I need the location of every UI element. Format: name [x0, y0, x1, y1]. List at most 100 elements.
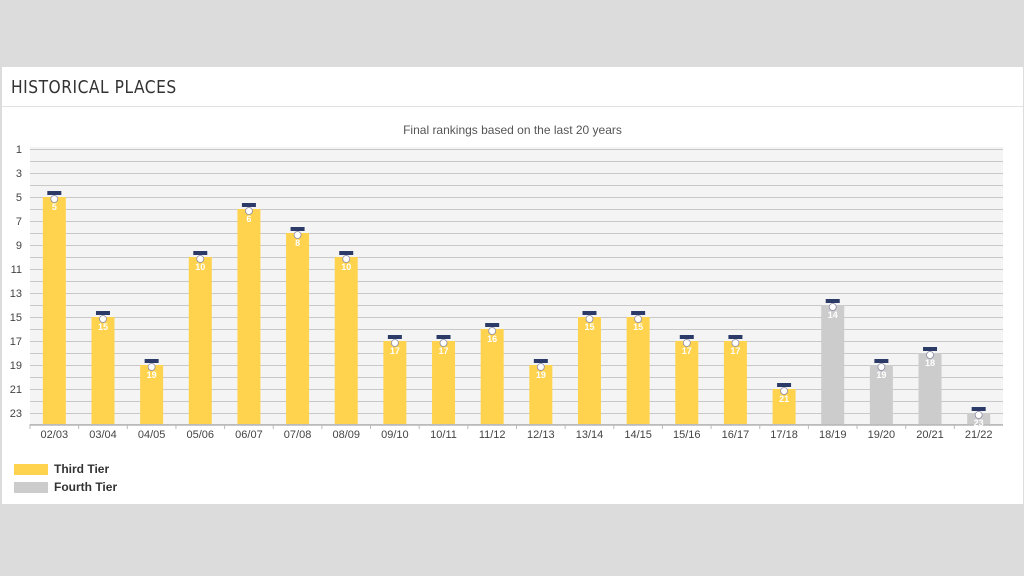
historical-places-panel: HISTORICAL PLACES Final rankings based o… [2, 67, 1023, 504]
bar-value-label: 10 [195, 262, 205, 272]
x-tick-label: 05/06 [187, 429, 215, 441]
bar-value-label: 17 [439, 346, 449, 356]
plot-area [30, 147, 1003, 424]
chart-legend: Third Tier Fourth Tier [14, 460, 117, 496]
league-badge-icon [436, 335, 451, 347]
league-badge-icon [923, 347, 938, 359]
bar-value-label: 15 [98, 322, 108, 332]
x-tick-label: 06/07 [235, 429, 263, 441]
bar-value-label: 23 [974, 418, 984, 428]
bar-value-label: 6 [246, 214, 251, 224]
x-tick-label: 10/11 [430, 429, 457, 441]
y-tick-label: 19 [10, 360, 22, 372]
bar-value-label: 17 [682, 346, 692, 356]
x-tick-label: 15/16 [673, 429, 701, 441]
bar-value-label: 19 [536, 370, 546, 380]
legend-item-fourth-tier[interactable]: Fourth Tier [14, 478, 117, 496]
bar-value-label: 14 [828, 310, 838, 320]
league-badge-icon [971, 407, 986, 419]
panel-title: HISTORICAL PLACES [11, 77, 177, 98]
bar-06-07 [237, 209, 261, 424]
bar-18-19 [821, 305, 845, 424]
bar-value-label: 21 [779, 394, 789, 404]
bar-05-06 [188, 257, 212, 424]
x-tick-label: 11/12 [479, 429, 506, 441]
x-tick-label: 20/21 [916, 429, 944, 441]
bar-13-14 [577, 317, 601, 424]
league-badge-icon [485, 323, 500, 335]
bar-16-17 [723, 341, 747, 424]
league-badge-icon [582, 311, 597, 323]
chart-title: Final rankings based on the last 20 year… [403, 123, 622, 137]
legend-swatch-third-tier [14, 463, 48, 475]
bar-value-label: 15 [584, 322, 594, 332]
bar-value-label: 18 [925, 358, 935, 368]
bar-12-13 [529, 365, 553, 424]
x-tick-label: 13/14 [576, 429, 604, 441]
bar-14-15 [626, 317, 650, 424]
bar-19-20 [869, 365, 893, 424]
league-badge-icon [825, 299, 840, 311]
y-tick-label: 9 [16, 240, 22, 252]
rankings-bar-chart: 1357911131517192123502/031503/041904/051… [10, 144, 1003, 441]
bar-08-09 [334, 257, 358, 424]
y-tick-label: 11 [11, 264, 22, 276]
bar-03-04 [91, 317, 115, 424]
bar-09-10 [383, 341, 407, 424]
x-tick-label: 02/03 [41, 429, 69, 441]
bar-07-08 [286, 233, 310, 424]
y-tick-label: 15 [10, 312, 22, 324]
y-tick-label: 5 [16, 192, 22, 204]
league-badge-icon [728, 335, 743, 347]
x-tick-label: 17/18 [770, 429, 798, 441]
x-tick-label: 19/20 [868, 429, 896, 441]
league-badge-icon [47, 191, 62, 203]
league-badge-icon [533, 359, 548, 371]
league-badge-icon [144, 359, 159, 371]
y-tick-label: 13 [10, 288, 22, 300]
bar-02-03 [42, 197, 66, 424]
x-tick-label: 18/19 [819, 429, 847, 441]
bar-11-12 [480, 329, 504, 424]
legend-label-third-tier: Third Tier [54, 462, 110, 476]
bar-value-label: 8 [295, 238, 300, 248]
x-tick-label: 08/09 [332, 429, 360, 441]
bar-10-11 [432, 341, 456, 424]
bar-value-label: 19 [147, 370, 157, 380]
league-badge-icon [777, 383, 792, 395]
bar-15-16 [675, 341, 699, 424]
bar-value-label: 16 [487, 334, 497, 344]
league-badge-icon [631, 311, 646, 323]
bar-04-05 [140, 365, 164, 424]
league-badge-icon [193, 251, 208, 263]
panel-header: HISTORICAL PLACES [2, 67, 1023, 107]
y-tick-label: 17 [10, 336, 22, 348]
bar-value-label: 17 [390, 346, 400, 356]
x-tick-label: 21/22 [965, 429, 993, 441]
league-badge-icon [874, 359, 889, 371]
x-tick-label: 04/05 [138, 429, 166, 441]
legend-swatch-fourth-tier [14, 481, 48, 493]
legend-item-third-tier[interactable]: Third Tier [14, 460, 117, 478]
y-tick-label: 23 [10, 408, 22, 420]
league-badge-icon [290, 227, 305, 239]
league-badge-icon [241, 203, 256, 215]
legend-label-fourth-tier: Fourth Tier [54, 480, 118, 494]
y-tick-label: 3 [16, 168, 22, 180]
bar-value-label: 19 [876, 370, 886, 380]
y-tick-label: 7 [16, 216, 22, 228]
league-badge-icon [95, 311, 110, 323]
bar-value-label: 15 [633, 322, 643, 332]
bar-17-18 [772, 389, 796, 424]
bar-value-label: 17 [730, 346, 740, 356]
x-tick-label: 16/17 [722, 429, 750, 441]
league-badge-icon [679, 335, 694, 347]
x-tick-label: 12/13 [527, 429, 555, 441]
x-tick-label: 09/10 [381, 429, 409, 441]
bar-20-21 [918, 353, 942, 424]
x-tick-label: 07/08 [284, 429, 312, 441]
x-tick-label: 03/04 [89, 429, 117, 441]
league-badge-icon [339, 251, 354, 263]
x-tick-label: 14/15 [624, 429, 652, 441]
bar-value-label: 5 [52, 202, 57, 212]
